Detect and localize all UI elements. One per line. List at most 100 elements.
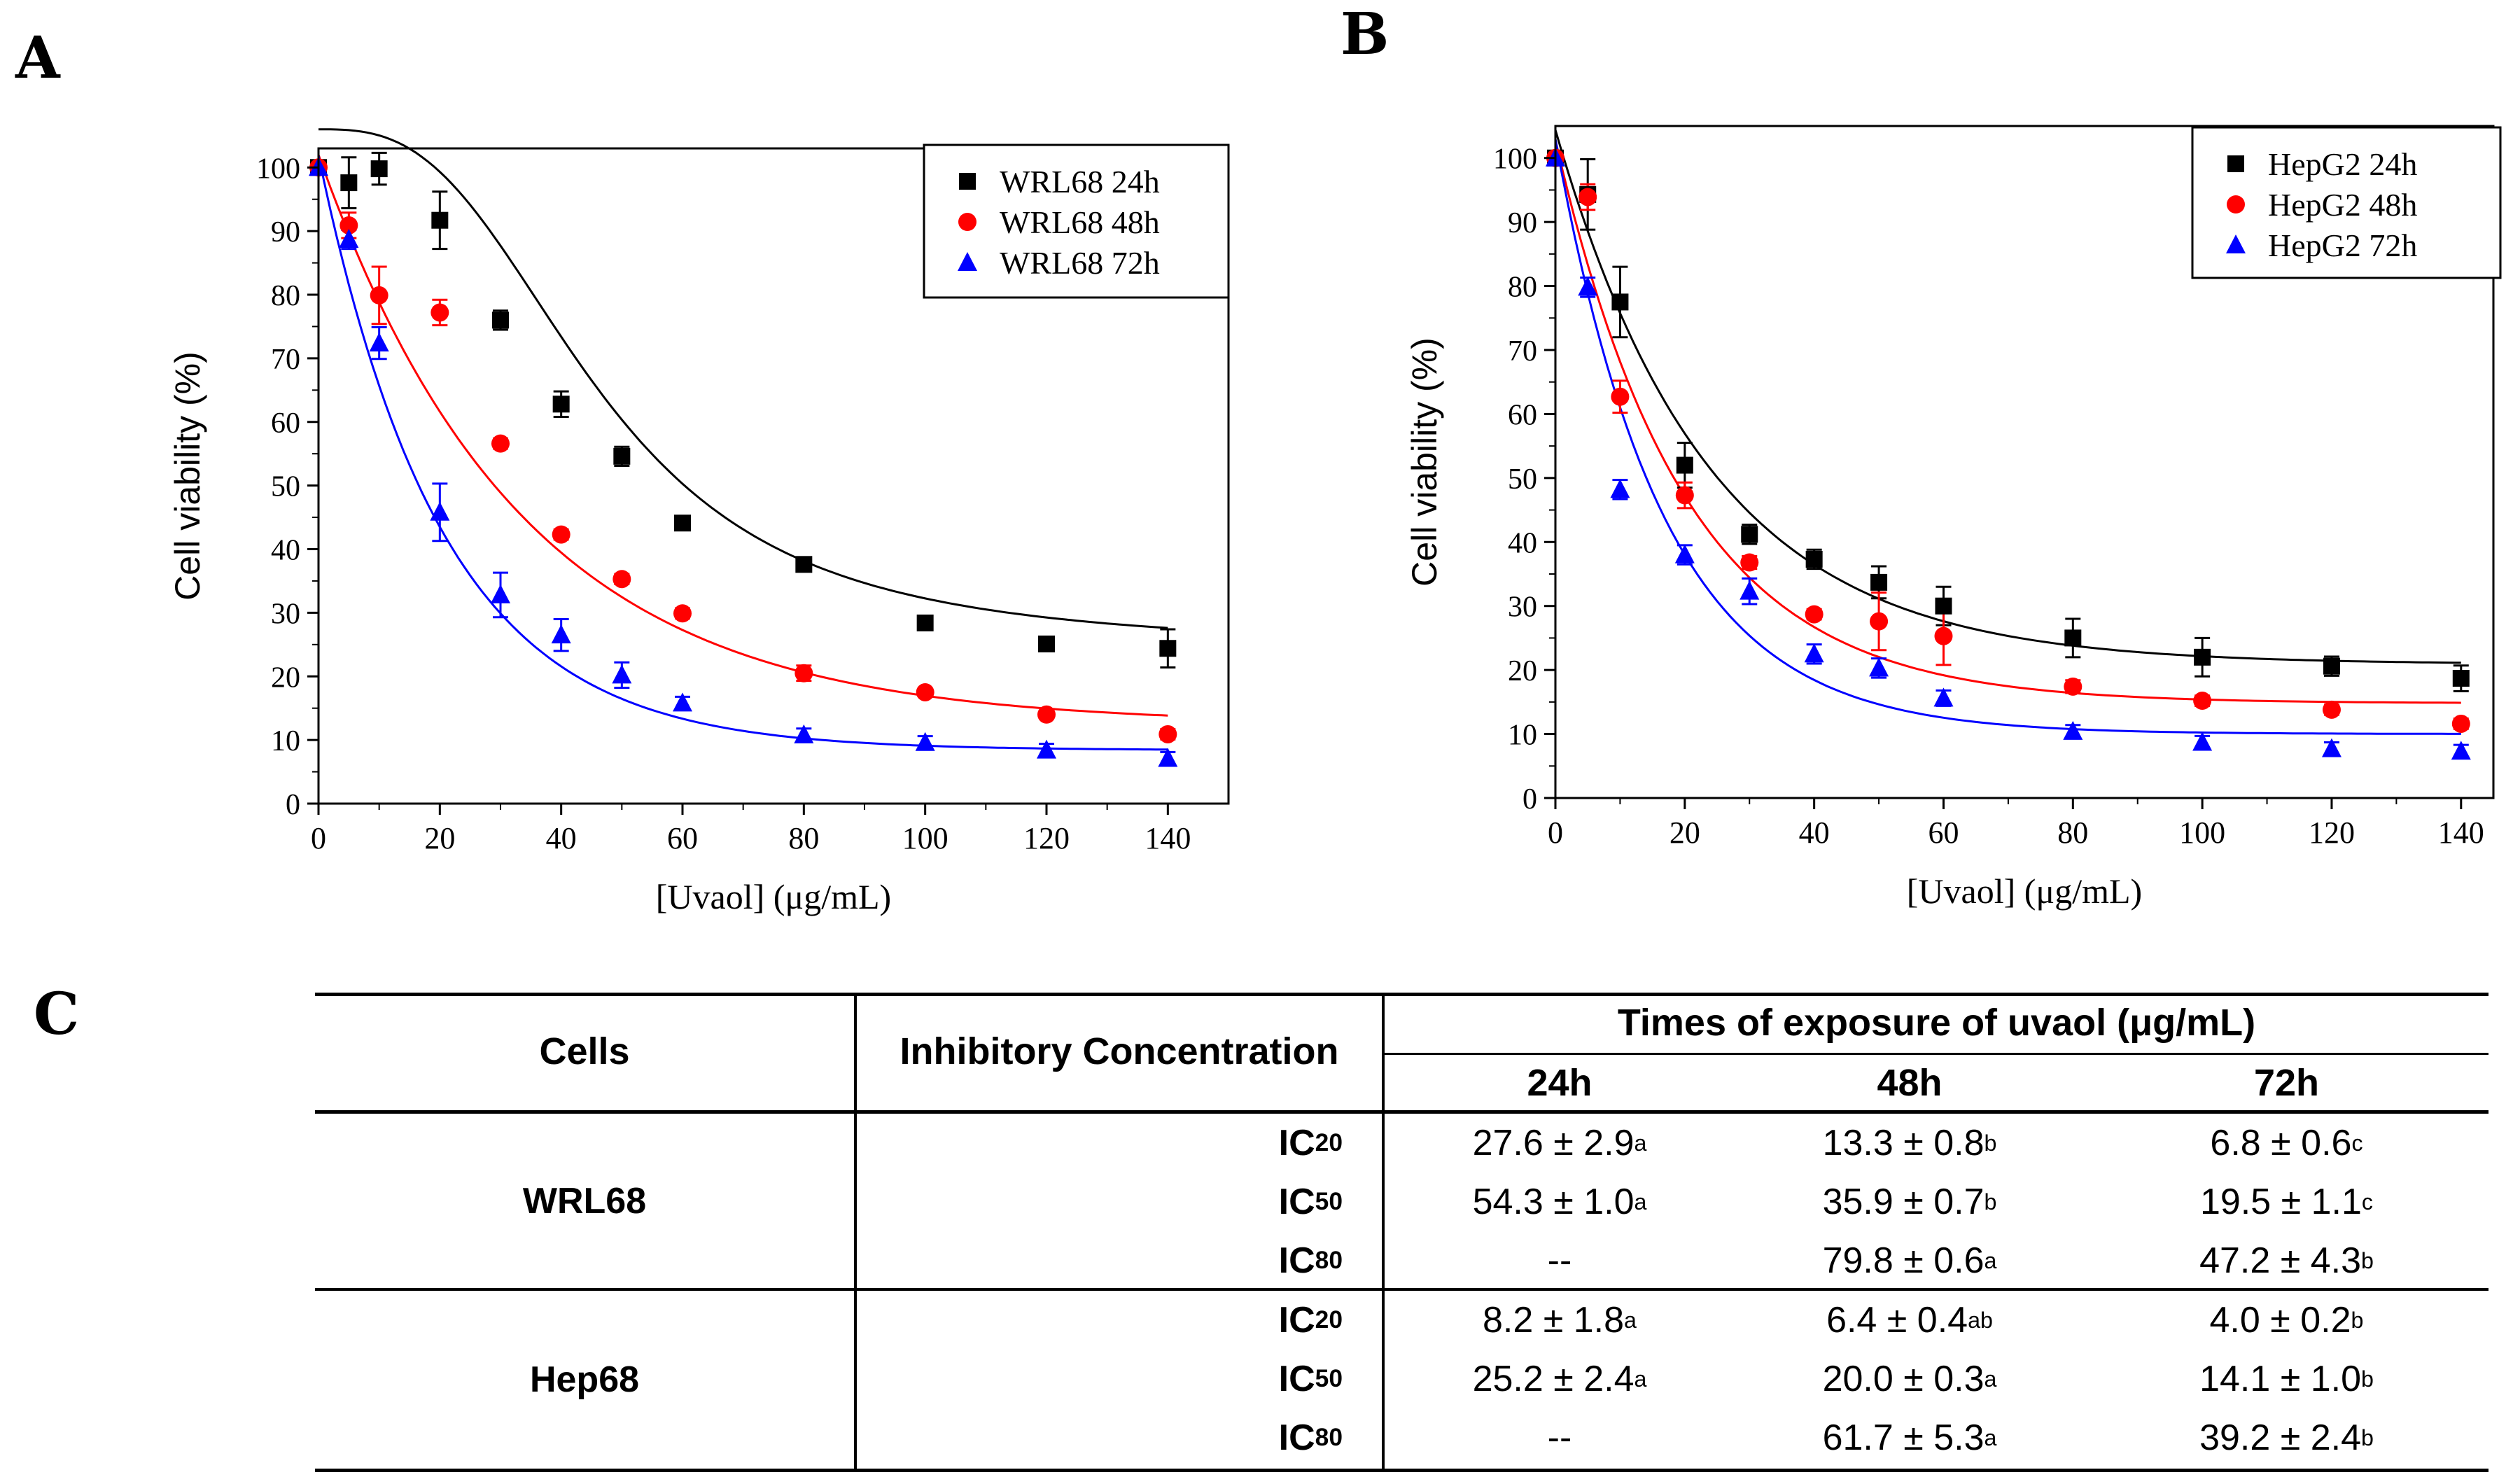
chart-b-x-tick-label: 80 <box>2057 816 2088 850</box>
chart-b-hepg2-viability: 0 20 40 60 80 100 120 140 0 10 20 30 40 50 60 70 80 90 100… <box>1405 125 2502 911</box>
chart-b-legend-label-1: HepG2 48h <box>2268 187 2417 223</box>
chart-b-y-tick-label: 90 <box>1508 207 1537 239</box>
chart-b-legend-label-0: HepG2 24h <box>2268 146 2417 182</box>
header-72h: 72h <box>2253 1061 2320 1104</box>
chart-b-point-2-11 <box>2451 741 2471 760</box>
inhibitory-concentration-label: IC 20 <box>1278 1123 1343 1163</box>
chart-a-y-tick-label: 90 <box>271 216 300 248</box>
chart-a-y-axis-label: Cell viability (%) <box>168 351 207 601</box>
chart-a-legend-marker-0 <box>959 173 976 190</box>
chart-b-y-tick-label: 80 <box>1508 272 1537 304</box>
chart-b-point-1-9 <box>2193 692 2212 710</box>
chart-a-x-tick-label: 0 <box>311 821 326 855</box>
chart-a-point-2-11 <box>1158 748 1178 767</box>
chart-a-point-2-4 <box>491 584 510 603</box>
table-bottom-rule <box>315 1469 2488 1472</box>
chart-a-y-tick-label: 20 <box>271 662 300 694</box>
chart-a-point-0-11 <box>1159 640 1177 657</box>
chart-b-point-2-10 <box>2321 738 2342 757</box>
chart-b-point-1-4 <box>1740 553 1759 572</box>
chart-a-point-2-9 <box>915 732 935 751</box>
chart-a-point-1-3 <box>430 303 449 322</box>
chart-b-point-0-9 <box>2194 648 2211 666</box>
chart-a-fit-curve-2 <box>317 155 1168 751</box>
chart-b-point-2-8 <box>2063 720 2083 740</box>
value-24h: 8.2 ± 1.8 a <box>1483 1300 1637 1340</box>
chart-a-point-1-7 <box>673 604 692 623</box>
chart-a-x-tick-label: 140 <box>1144 821 1191 855</box>
panel-label-a: A <box>15 24 60 92</box>
chart-b-point-1-6 <box>1870 612 1889 631</box>
chart-b-x-tick-label: 120 <box>2309 816 2355 850</box>
chart-a-point-0-7 <box>674 514 691 532</box>
chart-b-y-tick-label: 100 <box>1493 144 1537 176</box>
chart-b-point-1-3 <box>1675 486 1694 505</box>
value-72h: 47.2 ± 4.3 b <box>2199 1240 2374 1281</box>
chart-a-point-2-5 <box>551 624 571 644</box>
chart-b-point-2-9 <box>2192 732 2213 751</box>
chart-b-plot-frame <box>1554 125 2495 799</box>
chart-a-y-tick-label: 60 <box>271 407 300 440</box>
chart-b-legend-marker-1 <box>2227 195 2245 214</box>
chart-a-y-tick-label: 30 <box>271 598 300 630</box>
chart-b-fit-curve-2 <box>1554 139 2461 735</box>
table-group-rule <box>315 1288 2488 1291</box>
value-48h: 79.8 ± 0.6 a <box>1822 1240 1997 1281</box>
inhibitory-concentration-label: IC 50 <box>1278 1359 1343 1399</box>
chart-a-point-2-1 <box>339 228 359 248</box>
chart-b-point-1-11 <box>2451 714 2470 733</box>
chart-b-fit-curve-1 <box>1554 139 2461 704</box>
chart-a-point-0-4 <box>492 312 509 329</box>
chart-a-fit-curve-0 <box>318 128 1168 629</box>
chart-a-point-0-9 <box>916 614 934 631</box>
chart-b-y-tick-label: 50 <box>1508 463 1537 496</box>
chart-b-y-tick-label: 0 <box>1522 783 1537 816</box>
chart-a-y-tick-label: 100 <box>256 153 300 185</box>
chart-b-point-1-7 <box>1934 626 1953 645</box>
value-24h: 27.6 ± 2.9 a <box>1472 1123 1647 1163</box>
ic-values-table: Cells Inhibitory Concentration Times of … <box>315 993 2488 1472</box>
value-24h: 54.3 ± 1.0 a <box>1472 1182 1647 1222</box>
chart-b-point-1-8 <box>2064 677 2082 696</box>
value-72h: 39.2 ± 2.4 b <box>2199 1418 2374 1458</box>
chart-a-point-0-8 <box>795 556 813 573</box>
chart-b-legend-label-2: HepG2 72h <box>2268 227 2417 263</box>
chart-b-y-axis-label: Cell viability (%) <box>1405 337 1444 587</box>
chart-a-point-0-3 <box>431 211 449 229</box>
panel-label-b: B <box>1340 1 1390 68</box>
chart-b-x-tick-label: 60 <box>1928 816 1959 850</box>
chart-a-point-1-6 <box>612 570 631 589</box>
header-times-of-exposure: Times of exposure of uvaol (μg/mL) <box>1617 1002 2256 1044</box>
chart-b-point-2-6 <box>1869 657 1889 677</box>
chart-b-legend-marker-0 <box>2227 155 2244 172</box>
chart-a-x-tick-label: 60 <box>667 821 698 855</box>
chart-a-point-0-5 <box>552 396 570 413</box>
chart-a-legend-marker-1 <box>958 213 976 231</box>
table-cell-name: WRL68 <box>522 1180 647 1222</box>
chart-a-point-2-7 <box>673 692 692 712</box>
chart-b-point-0-4 <box>1741 526 1758 543</box>
chart-b-point-1-5 <box>1805 605 1823 624</box>
chart-b-point-2-4 <box>1740 580 1760 600</box>
chart-a-point-1-11 <box>1158 724 1177 743</box>
chart-b-point-0-7 <box>1935 597 1952 615</box>
value-48h: 13.3 ± 0.8 b <box>1822 1123 1997 1163</box>
header-24h: 24h <box>1527 1061 1592 1104</box>
chart-b-point-1-10 <box>2322 700 2341 719</box>
chart-a-x-tick-label: 120 <box>1023 821 1070 855</box>
chart-a-point-0-10 <box>1038 635 1055 652</box>
header-cells: Cells <box>539 1030 630 1072</box>
chart-a-point-1-10 <box>1037 705 1056 724</box>
chart-a-point-1-8 <box>794 664 813 682</box>
value-48h: 35.9 ± 0.7 b <box>1822 1182 1997 1222</box>
chart-a-point-2-3 <box>430 501 450 521</box>
chart-b-point-0-10 <box>2323 657 2340 675</box>
chart-a-point-1-5 <box>552 525 570 544</box>
chart-a-y-tick-label: 0 <box>286 789 300 821</box>
chart-b-point-2-5 <box>1804 643 1824 663</box>
chart-b-point-0-2 <box>1611 293 1629 311</box>
chart-a-x-tick-label: 40 <box>546 821 577 855</box>
chart-a-x-axis-label: [Uvaol] (μg/mL) <box>656 877 891 916</box>
chart-b-y-tick-label: 40 <box>1508 527 1537 559</box>
value-72h: 6.8 ± 0.6 c <box>2210 1123 2363 1163</box>
